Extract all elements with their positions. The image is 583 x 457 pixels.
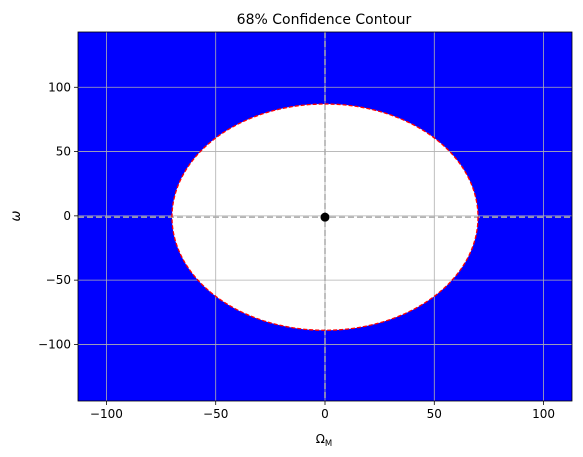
x-axis-label-subscript: M (325, 439, 332, 449)
x-axis-ticks: −100 −50 0 50 100 (90, 401, 555, 421)
x-tick-label: −50 (203, 407, 228, 421)
y-tick-label: 50 (56, 145, 71, 159)
y-tick-label: 100 (48, 80, 71, 94)
x-tick-label: 100 (532, 407, 555, 421)
plot-area (78, 32, 572, 401)
y-tick-label: −50 (46, 273, 71, 287)
x-tick-label: −100 (90, 407, 123, 421)
confidence-contour-boundary (171, 103, 479, 331)
y-axis-ticks: −100 −50 0 50 100 (38, 80, 78, 351)
x-axis-label-main: Ω (316, 432, 325, 446)
x-tick-label: 50 (427, 407, 442, 421)
y-tick-label: −100 (38, 337, 71, 351)
x-tick-label: 0 (321, 407, 329, 421)
best-fit-point (320, 212, 330, 222)
x-axis-label: ΩM (316, 432, 333, 449)
chart-title: 68% Confidence Contour (237, 12, 412, 28)
y-axis-label: ω (9, 210, 24, 221)
y-tick-label: 0 (63, 209, 71, 223)
